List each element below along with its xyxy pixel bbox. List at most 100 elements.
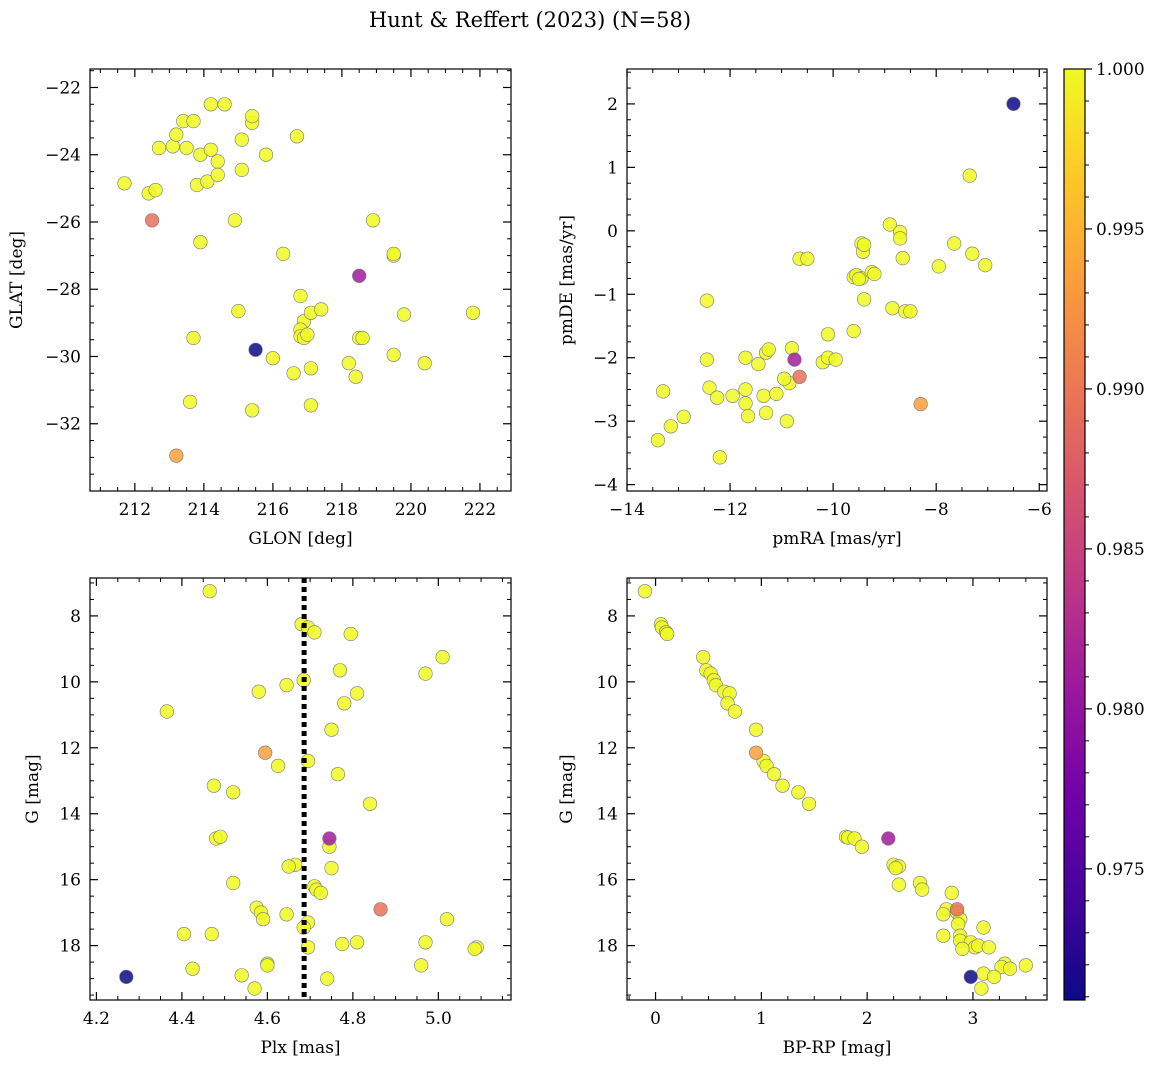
- y-tick-label: 12: [59, 739, 81, 759]
- colorbar-tick-label: 0.995: [1096, 220, 1145, 240]
- minor-ticks: [90, 69, 511, 492]
- colorbar-gradient: [1063, 68, 1086, 1001]
- data-point: [324, 722, 339, 737]
- x-axis-label: Plx [mas]: [260, 1038, 340, 1058]
- y-tick-label: −28: [45, 280, 81, 300]
- data-point: [846, 324, 861, 339]
- data-point: [279, 677, 294, 693]
- data-point: [341, 356, 356, 371]
- minor-ticks: [90, 578, 511, 1000]
- x-tick-label: 1: [756, 1009, 767, 1029]
- data-point: [936, 907, 951, 922]
- data-point: [962, 168, 977, 183]
- data-point: [300, 327, 315, 342]
- axes-frame: [89, 577, 512, 1001]
- data-point: [355, 330, 370, 346]
- data-point: [258, 147, 274, 162]
- y-tick-label: 14: [596, 805, 618, 825]
- data-point: [179, 140, 194, 156]
- data-point: [313, 885, 328, 901]
- data-point: [119, 969, 134, 985]
- major-ticks: −14 −12 −10 −8 −6 2 1 0 −1 −2 −3 −4: [593, 69, 1052, 520]
- x-tick-label: −6: [1027, 500, 1052, 520]
- data-point: [217, 97, 232, 112]
- y-tick-label: −26: [45, 213, 81, 233]
- data-point: [348, 369, 363, 384]
- data-point: [226, 875, 241, 891]
- data-point: [330, 767, 346, 782]
- y-tick-label: −32: [45, 415, 81, 435]
- data-point: [981, 940, 996, 955]
- y-tick-label: −2: [593, 349, 618, 369]
- data-point: [439, 912, 455, 927]
- data-point: [418, 935, 433, 950]
- colorbar: 0.975 0.980 0.985 0.990 0.995 1.000: [1063, 60, 1145, 1001]
- data-point: [699, 352, 715, 367]
- data-point: [913, 397, 928, 412]
- y-tick-label: −30: [45, 347, 81, 367]
- minor-ticks: [627, 578, 1047, 1000]
- colorbar-tick-label: 0.980: [1096, 700, 1145, 720]
- data-point: [885, 301, 900, 316]
- colorbar-tick-label: 0.975: [1096, 860, 1145, 880]
- data-point: [1018, 958, 1033, 973]
- data-point: [245, 108, 260, 124]
- points-sky: [117, 97, 481, 463]
- y-axis-label: G [mag]: [23, 754, 43, 823]
- data-point: [801, 796, 817, 811]
- data-point: [247, 981, 262, 996]
- data-point: [882, 217, 897, 232]
- data-point: [210, 154, 225, 169]
- y-tick-label: 10: [596, 673, 618, 693]
- data-point: [891, 877, 907, 892]
- data-point: [417, 356, 432, 371]
- x-tick-label: 216: [257, 500, 289, 520]
- data-point: [738, 382, 753, 397]
- data-point: [828, 352, 843, 367]
- data-point: [314, 302, 329, 317]
- x-tick-label: 2: [862, 1009, 873, 1029]
- data-point: [289, 129, 305, 144]
- y-tick-label: 1: [607, 158, 618, 178]
- x-tick-label: 212: [119, 500, 151, 520]
- data-point: [226, 785, 241, 800]
- data-point: [637, 584, 653, 599]
- data-point: [976, 920, 991, 935]
- data-point: [1002, 961, 1018, 976]
- data-point: [769, 386, 784, 402]
- data-point: [148, 183, 163, 198]
- y-tick-label: 16: [596, 871, 618, 891]
- data-point: [186, 330, 201, 346]
- data-point: [145, 213, 160, 228]
- data-point: [888, 860, 903, 876]
- data-point: [200, 174, 215, 189]
- data-point: [414, 958, 429, 973]
- data-point: [418, 666, 433, 681]
- axes-frame: [89, 68, 512, 492]
- data-point: [203, 142, 218, 157]
- data-point: [758, 405, 774, 421]
- data-point: [856, 292, 872, 307]
- data-point: [740, 409, 756, 424]
- colorbar-ticks: 0.975 0.980 0.985 0.990 0.995 1.000: [1085, 60, 1145, 998]
- data-point: [159, 704, 174, 719]
- data-point: [300, 753, 316, 769]
- data-point: [1006, 96, 1021, 111]
- x-axis-label: pmRA [mas/yr]: [772, 529, 901, 549]
- data-point: [324, 860, 339, 876]
- y-tick-label: −1: [593, 285, 618, 305]
- data-point: [183, 394, 198, 410]
- x-tick-label: −14: [609, 500, 645, 520]
- data-point: [396, 307, 412, 322]
- y-tick-label: 10: [59, 673, 81, 693]
- data-point: [234, 968, 249, 983]
- data-point: [936, 928, 951, 943]
- data-point: [856, 237, 872, 252]
- data-point: [373, 902, 388, 917]
- data-point: [343, 626, 358, 642]
- data-point: [193, 235, 208, 250]
- data-point: [227, 213, 242, 228]
- x-tick-label: −8: [924, 500, 949, 520]
- data-point: [748, 745, 764, 760]
